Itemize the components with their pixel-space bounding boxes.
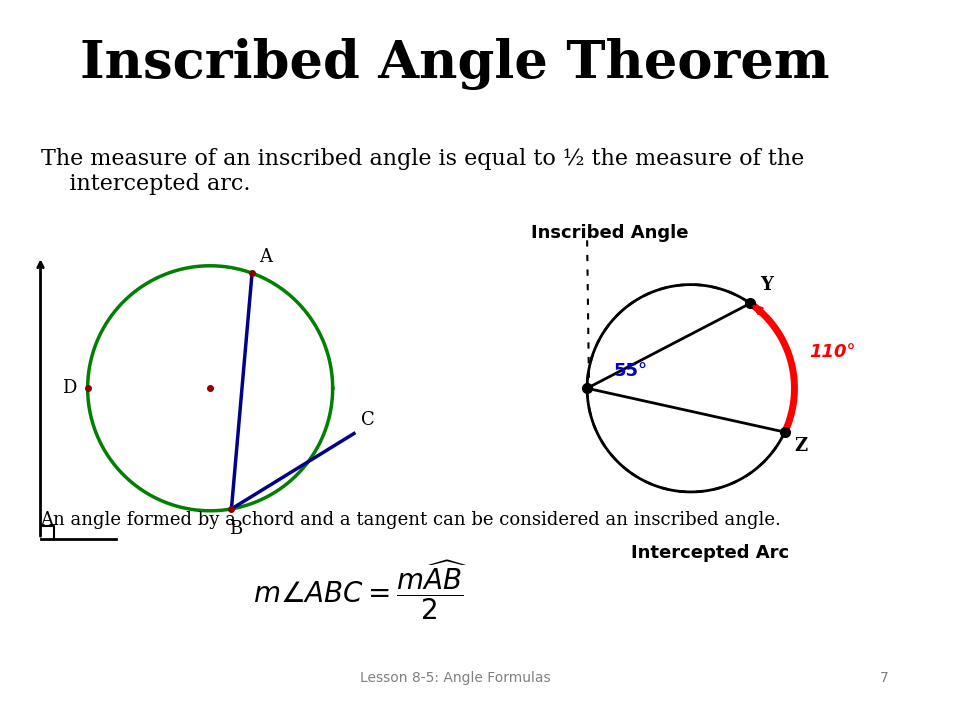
- Text: D: D: [62, 379, 77, 397]
- Text: $m\angle ABC = \dfrac{m\widehat{AB}}{2}$: $m\angle ABC = \dfrac{m\widehat{AB}}{2}$: [253, 558, 468, 621]
- Text: The measure of an inscribed angle is equal to ½ the measure of the
    intercept: The measure of an inscribed angle is equ…: [40, 148, 804, 195]
- Text: An angle formed by a chord and a tangent can be considered an inscribed angle.: An angle formed by a chord and a tangent…: [40, 510, 781, 528]
- Text: Intercepted Arc: Intercepted Arc: [631, 544, 789, 562]
- Text: Lesson 8-5: Angle Formulas: Lesson 8-5: Angle Formulas: [360, 671, 550, 685]
- Text: Inscribed Angle: Inscribed Angle: [531, 224, 688, 242]
- Text: A: A: [259, 248, 273, 266]
- Text: Y: Y: [759, 276, 773, 294]
- Text: B: B: [229, 521, 243, 539]
- Text: Z: Z: [794, 437, 807, 455]
- Text: 55°: 55°: [613, 362, 648, 380]
- Text: C: C: [362, 411, 375, 429]
- Text: 7: 7: [880, 671, 889, 685]
- Text: Inscribed Angle Theorem: Inscribed Angle Theorem: [81, 37, 830, 90]
- Text: 110°: 110°: [809, 343, 855, 361]
